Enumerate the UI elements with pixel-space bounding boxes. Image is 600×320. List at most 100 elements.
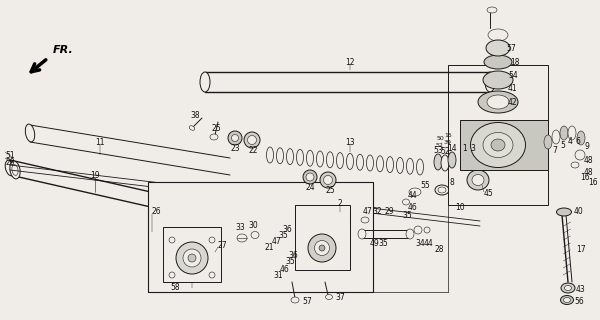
Text: 31: 31 [273,271,283,281]
Bar [148,182,373,292]
Ellipse shape [563,298,571,302]
Ellipse shape [491,139,505,151]
Text: 29: 29 [385,207,395,217]
Ellipse shape [560,295,574,305]
Bar [295,205,350,270]
Text: 38: 38 [190,110,200,119]
Text: 18: 18 [510,58,520,67]
Ellipse shape [228,131,242,145]
Text: 48: 48 [584,156,593,164]
Text: 35: 35 [285,258,295,267]
Text: 20: 20 [5,157,14,166]
Ellipse shape [183,249,201,267]
Ellipse shape [367,155,373,171]
Ellipse shape [560,126,568,140]
Text: 58: 58 [170,284,180,292]
Text: 47: 47 [272,237,282,246]
Text: 1: 1 [462,143,467,153]
Text: 49: 49 [370,239,380,249]
Ellipse shape [486,40,510,56]
Ellipse shape [317,151,323,167]
Text: 45: 45 [484,189,494,198]
Text: 42: 42 [508,98,518,107]
Text: 3: 3 [470,143,475,153]
Ellipse shape [266,147,274,163]
Ellipse shape [403,199,409,205]
Ellipse shape [568,126,576,140]
Ellipse shape [483,71,513,89]
Ellipse shape [487,95,509,109]
Text: 47: 47 [363,207,373,217]
Text: 36: 36 [282,226,292,235]
Ellipse shape [377,156,383,172]
Text: 40: 40 [574,207,584,217]
Text: 21: 21 [265,244,274,252]
Ellipse shape [488,29,508,41]
Text: 10: 10 [455,204,464,212]
Text: 41: 41 [508,84,518,92]
Ellipse shape [209,237,215,243]
Text: 52: 52 [440,147,450,156]
Text: 34: 34 [415,239,425,249]
Ellipse shape [438,187,446,193]
Ellipse shape [434,154,442,170]
Ellipse shape [306,173,314,181]
Ellipse shape [232,134,238,141]
Ellipse shape [314,241,329,255]
Ellipse shape [571,162,579,168]
Text: 44: 44 [408,190,418,199]
Ellipse shape [361,217,369,223]
Ellipse shape [441,155,449,171]
Text: 57: 57 [506,44,516,52]
Polygon shape [460,120,548,170]
Text: 52: 52 [436,142,444,148]
Text: 16: 16 [580,172,590,181]
Ellipse shape [435,185,449,195]
Ellipse shape [406,229,414,239]
Ellipse shape [556,208,571,216]
Text: 27: 27 [218,241,227,250]
Ellipse shape [209,272,215,278]
Text: 30: 30 [248,220,258,229]
Ellipse shape [169,272,175,278]
Ellipse shape [407,158,413,174]
Text: 22: 22 [248,146,258,155]
Ellipse shape [487,7,497,13]
Text: 44: 44 [424,239,434,249]
Ellipse shape [25,124,35,142]
Ellipse shape [416,159,424,175]
Ellipse shape [296,149,304,165]
Ellipse shape [319,245,325,251]
Ellipse shape [247,135,256,145]
Bar [163,227,221,282]
Text: 48: 48 [584,167,593,177]
Text: 11: 11 [95,138,105,147]
Ellipse shape [346,153,353,169]
Text: 35: 35 [278,231,288,241]
Ellipse shape [575,150,585,160]
Text: 13: 13 [345,138,355,147]
Text: 14: 14 [447,143,457,153]
Bar [448,65,548,205]
Text: 53: 53 [433,146,443,155]
Text: 19: 19 [90,171,100,180]
Text: 35: 35 [402,211,412,220]
Text: 56: 56 [574,298,584,307]
Ellipse shape [484,55,512,69]
Ellipse shape [337,153,343,169]
Ellipse shape [189,126,195,130]
Text: 17: 17 [576,245,586,254]
Ellipse shape [356,154,364,170]
Ellipse shape [200,72,210,92]
Text: 50: 50 [436,135,444,140]
Ellipse shape [277,148,283,164]
Text: 43: 43 [576,285,586,294]
Text: 12: 12 [345,58,355,67]
Ellipse shape [544,135,552,149]
Text: 16: 16 [588,178,598,187]
Text: 33: 33 [235,223,245,233]
Ellipse shape [10,161,20,179]
Ellipse shape [244,132,260,148]
Text: 7: 7 [552,146,557,155]
Ellipse shape [358,229,366,239]
